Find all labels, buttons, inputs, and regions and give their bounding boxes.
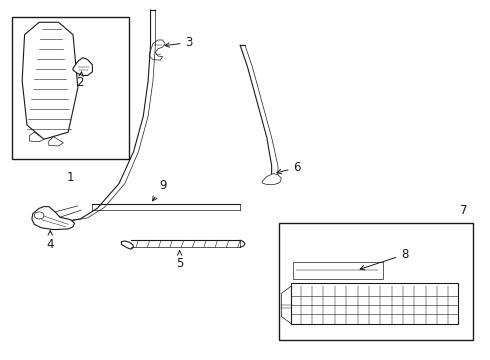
Bar [291, 283, 458, 324]
Polygon shape [122, 241, 134, 249]
Text: 5: 5 [176, 251, 183, 270]
Text: 1: 1 [67, 171, 74, 184]
Text: 8: 8 [360, 248, 409, 270]
Text: 3: 3 [165, 36, 193, 49]
Text: 7: 7 [460, 204, 468, 217]
Polygon shape [262, 174, 281, 185]
Bar [12, 17, 129, 159]
Bar [294, 262, 383, 279]
Circle shape [34, 212, 44, 219]
Bar [279, 222, 473, 339]
Text: 9: 9 [152, 179, 167, 201]
Polygon shape [32, 207, 74, 230]
Polygon shape [29, 132, 44, 142]
Text: 4: 4 [47, 231, 54, 251]
Polygon shape [73, 58, 93, 76]
Polygon shape [22, 22, 78, 139]
Polygon shape [49, 137, 63, 146]
Polygon shape [149, 40, 165, 60]
Text: 2: 2 [76, 72, 84, 89]
Text: 6: 6 [277, 161, 301, 174]
